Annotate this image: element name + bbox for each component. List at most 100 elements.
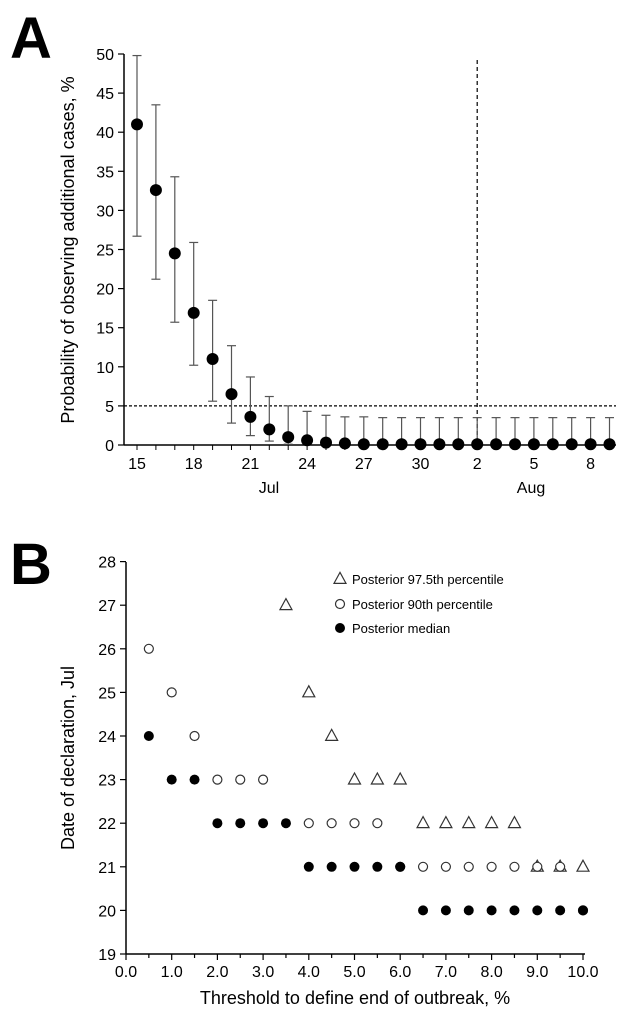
panel-a-data-point <box>471 438 484 451</box>
panel-b-point-p975 <box>438 815 453 829</box>
panel-b-point-p90 <box>509 861 520 872</box>
panel-b-point-p975 <box>324 728 339 742</box>
panel-a-x-tick-label: 30 <box>412 456 430 473</box>
panel-a-data-point <box>320 436 332 449</box>
panel-b-point-p90 <box>166 687 177 698</box>
panel-b-point-p90 <box>258 774 269 785</box>
panel-b-x-tick-label: 8.0 <box>480 964 502 981</box>
panel-a-data-point <box>603 438 616 451</box>
panel-b-legend-marker <box>334 598 346 610</box>
panel-a-x-tick-label: 24 <box>298 456 316 473</box>
panel-b-point-p90 <box>303 818 314 829</box>
panel-b-point-p975 <box>301 684 316 698</box>
panel-b-point-median <box>532 905 543 916</box>
panel-b-point-p975 <box>370 771 385 785</box>
panel-b-point-median <box>212 818 223 829</box>
panel-a-letter: A <box>10 6 52 71</box>
panel-b-x-tick-label: 0.0 <box>115 964 137 981</box>
panel-a-data-point <box>527 438 540 451</box>
panel-b-legend: Posterior 97.5th percentile Posterior 90t… <box>332 571 504 636</box>
panel-a-y-tick-label: 35 <box>96 164 114 181</box>
panel-b-point-median <box>509 905 520 916</box>
panel-b-chart: Date of declaration, Jul Threshold to de… <box>58 555 599 1008</box>
panel-b-legend-label: Posterior median <box>352 621 450 636</box>
panel-b-point-p90 <box>212 774 223 785</box>
panel-a-month-label-jul: Jul <box>259 480 279 497</box>
panel-b-point-p90 <box>417 861 429 872</box>
panel-b-point-median <box>486 905 497 916</box>
panel-b-y-tick-label: 24 <box>98 729 116 746</box>
panel-a-data-point <box>282 431 295 444</box>
panel-b-point-p975 <box>461 815 476 829</box>
panel-a-y-tick-label: 50 <box>96 47 114 64</box>
panel-a-y-tick-label: 40 <box>96 125 114 142</box>
panel-b-x-tick-label: 6.0 <box>389 964 411 981</box>
panel-b-y-axis-label: Date of declaration, Jul <box>58 666 78 850</box>
panel-b-point-median <box>166 774 177 785</box>
panel-b-point-p90 <box>143 643 154 654</box>
panel-b-legend-marker <box>335 623 345 633</box>
panel-b-point-median <box>418 905 429 916</box>
panel-a-data-point <box>584 438 597 451</box>
panel-a-data-point <box>131 118 143 131</box>
panel-a-y-tick-label: 30 <box>96 203 114 220</box>
panel-b-point-median <box>555 905 566 916</box>
panel-b-legend-label: Posterior 97.5th percentile <box>352 572 504 587</box>
panel-b-point-p90 <box>463 861 474 872</box>
panel-b-y-tick-label: 23 <box>98 773 116 790</box>
panel-a-y-tick-label: 5 <box>105 399 114 416</box>
panel-b-x-tick-label: 5.0 <box>343 964 365 981</box>
panel-a-y-tick-label: 15 <box>96 321 114 338</box>
panel-a-data-point <box>187 306 200 319</box>
panel-a-x-tick-label: 15 <box>128 456 146 473</box>
panel-b-x-tick-label: 3.0 <box>252 964 274 981</box>
panel-b-legend-marker <box>332 571 348 585</box>
panel-a-y-axis-label: Probability of observing additional case… <box>58 76 78 423</box>
panel-a-data-point <box>206 352 219 365</box>
panel-a-data-point <box>395 438 408 451</box>
panel-b-x-tick-label: 9.0 <box>526 964 548 981</box>
panel-a-y-tick-label: 10 <box>96 360 114 377</box>
panel-a-data-point <box>149 184 162 197</box>
panel-b-point-p90 <box>349 818 360 829</box>
panel-a-chart: Probability of observing additional case… <box>58 47 616 497</box>
panel-a-data-point <box>301 434 314 447</box>
panel-a-data-point <box>357 438 370 451</box>
panel-b-point-median <box>349 861 360 872</box>
panel-b-x-tick-label: 10.0 <box>567 964 598 981</box>
panel-a-data-point <box>376 438 389 451</box>
panel-a-x-tick-label: 21 <box>242 456 260 473</box>
panel-b-point-median <box>235 818 246 829</box>
panel-b-y-tick-label: 25 <box>98 685 116 702</box>
panel-b-point-median <box>440 905 451 916</box>
panel-b-point-p90 <box>235 774 246 785</box>
panel-b-x-tick-label: 1.0 <box>161 964 183 981</box>
panel-a-data-point <box>433 438 446 451</box>
panel-a-x-tick-label: 27 <box>355 456 373 473</box>
panel-b-y-tick-label: 22 <box>98 816 116 833</box>
panel-b-point-median <box>280 818 291 829</box>
panel-a-x-tick-label: 8 <box>586 456 595 473</box>
panel-b-point-median <box>258 818 269 829</box>
panel-b-point-p90 <box>189 730 200 742</box>
panel-b-point-median <box>143 731 154 741</box>
panel-b-point-p975 <box>416 815 431 829</box>
panel-a-x-tick-label: 5 <box>529 456 538 473</box>
panel-a-y-tick-label: 45 <box>96 86 114 103</box>
panel-b-point-p975 <box>347 771 362 785</box>
panel-b-point-p975 <box>507 815 522 829</box>
panel-b-point-median <box>326 861 337 872</box>
panel-b-point-p90 <box>326 818 337 829</box>
panel-b-y-tick-label: 27 <box>98 598 116 615</box>
panel-b-point-p90 <box>486 861 497 872</box>
panel-a-data-point <box>565 438 578 451</box>
panel-b-point-median <box>303 861 314 872</box>
panel-b-point-median <box>189 774 200 785</box>
panel-b-point-p90 <box>532 861 543 872</box>
panel-b-legend-label: Posterior 90th percentile <box>352 597 493 612</box>
panel-a-y-tick-label: 20 <box>96 282 114 299</box>
panel-b-point-p90 <box>372 818 383 829</box>
panel-a-data-point <box>509 438 521 451</box>
panel-b-y-tick-label: 28 <box>98 555 116 572</box>
